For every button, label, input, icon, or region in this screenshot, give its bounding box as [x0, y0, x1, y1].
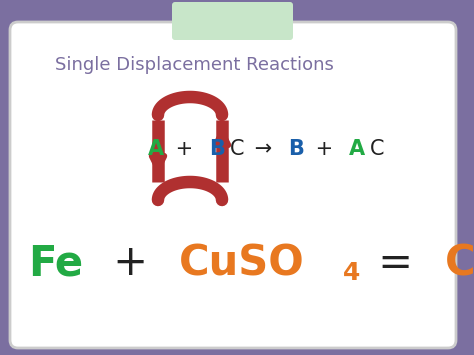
Text: Fe: Fe: [28, 242, 83, 284]
Text: Cu: Cu: [445, 242, 474, 284]
Text: A: A: [349, 139, 365, 159]
FancyBboxPatch shape: [172, 2, 293, 40]
Text: B: B: [209, 139, 225, 159]
Text: Single Displacement Reactions: Single Displacement Reactions: [55, 56, 334, 74]
Text: →: →: [248, 139, 279, 159]
Text: B: B: [288, 139, 304, 159]
Text: +: +: [309, 139, 340, 159]
Text: =: =: [365, 242, 426, 284]
FancyBboxPatch shape: [10, 22, 456, 348]
Text: CuSO: CuSO: [179, 242, 305, 284]
Text: +: +: [100, 242, 161, 284]
Text: A: A: [148, 139, 164, 159]
Text: +: +: [169, 139, 200, 159]
Text: C: C: [230, 139, 244, 159]
Text: C: C: [370, 139, 384, 159]
Text: 4: 4: [342, 261, 360, 285]
